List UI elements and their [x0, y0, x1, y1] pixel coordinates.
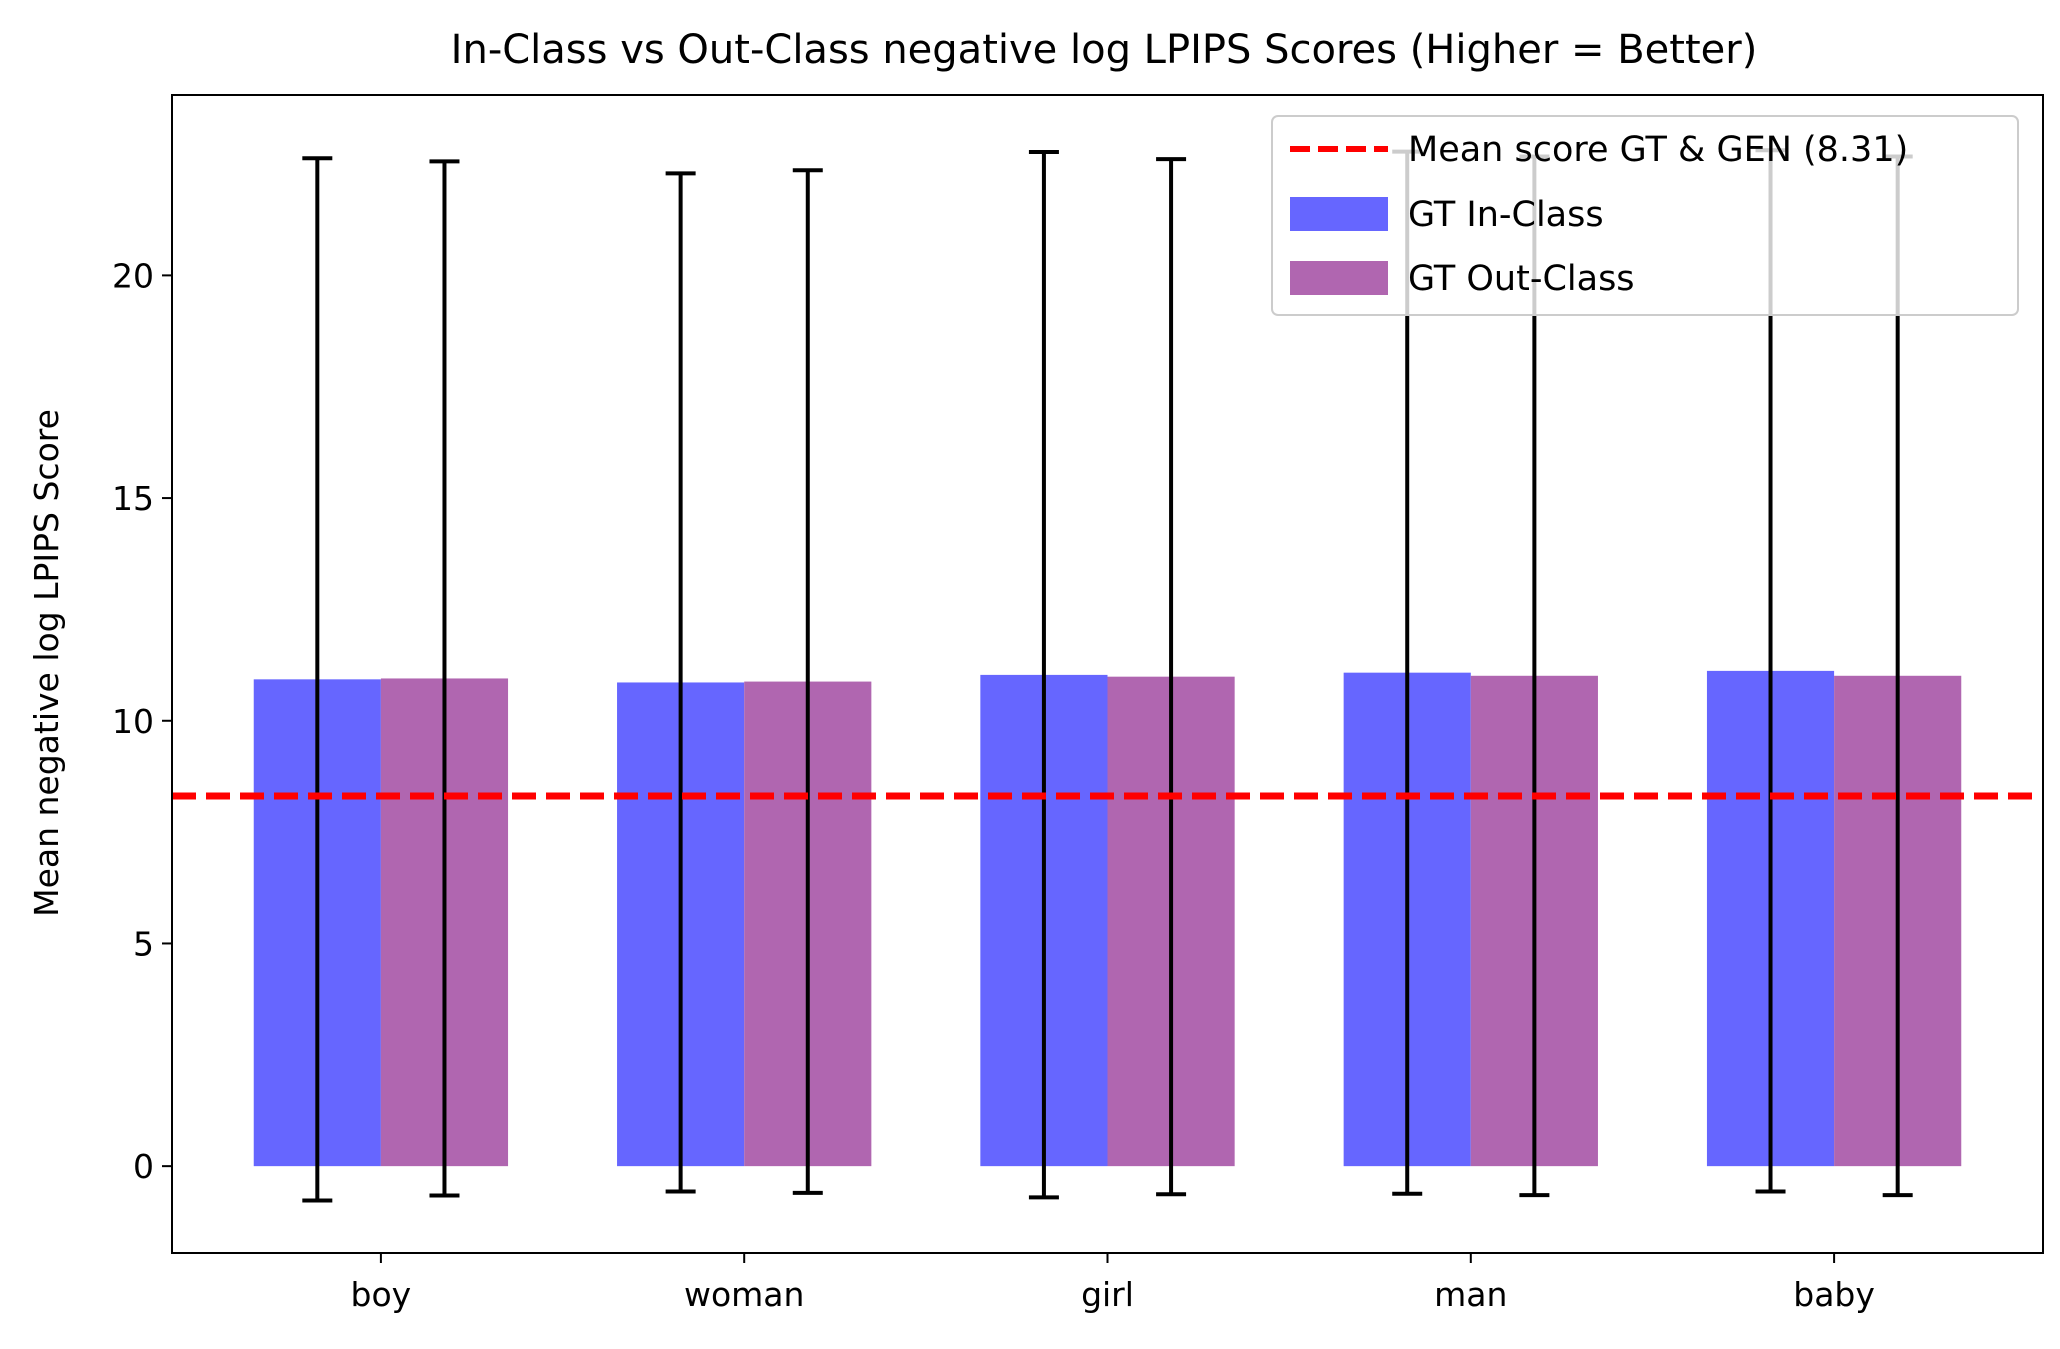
x-ticks: boy woman girl man baby: [351, 1253, 1875, 1314]
legend-reference-label: Mean score GT & GEN (8.31): [1408, 130, 1908, 170]
legend-swatch-gt-in-class: [1290, 197, 1388, 231]
y-tick-label: 10: [112, 702, 154, 741]
legend-box: [1271, 115, 2019, 316]
x-tick-label-man: man: [1434, 1275, 1507, 1314]
errorbar-gt-in-class-girl: [1028, 150, 1059, 1200]
chart-title: In-Class vs Out-Class negative log LPIPS…: [451, 27, 1758, 73]
legend: Mean score GT & GEN (8.31) GT In-Class G…: [1271, 115, 2019, 316]
errorbar-gt-out-class-boy: [429, 159, 460, 1198]
y-tick-label: 0: [133, 1147, 154, 1186]
legend-label-gt-out-class: GT Out-Class: [1408, 259, 1635, 299]
errorbar-gt-out-class-girl: [1156, 157, 1187, 1197]
legend-swatch-gt-out-class: [1290, 261, 1388, 295]
bars-layer: [253, 670, 1962, 1167]
x-tick-label-woman: woman: [684, 1275, 804, 1314]
errorbar-gt-out-class-woman: [792, 168, 823, 1195]
x-tick-label-baby: baby: [1793, 1275, 1875, 1314]
y-tick-label: 20: [112, 256, 154, 295]
x-tick-label-girl: girl: [1081, 1275, 1134, 1314]
errorbar-layer: [302, 148, 1913, 1203]
y-ticks: 0 5 10 15 20: [112, 256, 172, 1186]
y-tick-label: 5: [133, 924, 154, 963]
y-axis-label: Mean negative log LPIPS Score: [27, 409, 66, 917]
x-tick-label-boy: boy: [351, 1275, 412, 1314]
y-tick-label: 15: [112, 479, 154, 518]
errorbar-gt-in-class-woman: [665, 171, 696, 1194]
errorbar-gt-in-class-boy: [302, 156, 333, 1203]
legend-label-gt-in-class: GT In-Class: [1408, 195, 1604, 235]
